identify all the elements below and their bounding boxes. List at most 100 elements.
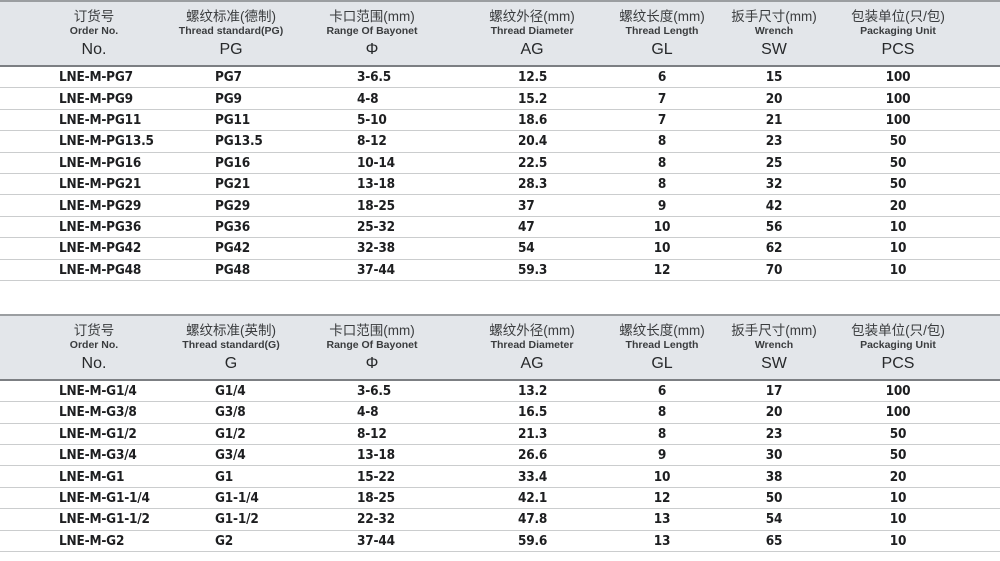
cell-thread-length: 6 — [597, 379, 727, 403]
cell-wrench-size: 25 — [727, 152, 847, 174]
cell-thread-length: 10 — [597, 216, 727, 239]
cell-order-no: LNE-M-G3/4 — [0, 444, 164, 467]
table-row: LNE-M-PG42 PG42 32-38 54 10 62 10 — [0, 237, 1000, 260]
cell-packaging-unit: 10 — [847, 508, 1000, 531]
header-code-label: GL — [651, 354, 673, 372]
col-header-wrench-size: 扳手尺寸(mm) Wrench SW — [727, 313, 847, 381]
cell-order-no: LNE-M-PG16 — [0, 152, 164, 174]
cell-bayonet-range: 13-18 — [298, 173, 455, 196]
cell-wrench-size: 42 — [727, 194, 847, 217]
header-en-label: Thread Length — [625, 25, 699, 37]
cell-order-no: LNE-M-G1/4 — [0, 379, 164, 403]
header-cn-label: 卡口范围(mm) — [329, 322, 415, 338]
cell-order-no: LNE-M-G1 — [0, 465, 164, 488]
cell-packaging-unit: 50 — [847, 130, 1000, 153]
table-row: LNE-M-G1/2 G1/2 8-12 21.3 8 23 50 — [0, 423, 1000, 446]
header-code-label: Φ — [365, 354, 379, 372]
table-row: LNE-M-PG11 PG11 5-10 18.6 7 21 100 — [0, 109, 1000, 132]
cell-thread-length: 9 — [597, 444, 727, 467]
cell-packaging-unit: 10 — [847, 237, 1000, 260]
header-en-label: Range Of Bayonet — [326, 25, 418, 37]
cell-packaging-unit: 10 — [847, 487, 1000, 510]
header-cn-label: 卡口范围(mm) — [329, 9, 415, 24]
cell-thread-standard: PG7 — [164, 66, 298, 89]
header-cn-label: 扳手尺寸(mm) — [731, 322, 817, 338]
cell-thread-diameter: 26.6 — [455, 444, 597, 467]
cell-packaging-unit: 20 — [847, 465, 1000, 488]
pg-table-body: LNE-M-PG7 PG7 3-6.5 12.5 6 15 100 LNE-M-PG9 PG9 4… — [0, 66, 1000, 281]
header-en-label: Thread Diameter — [490, 338, 574, 351]
cell-thread-diameter: 21.3 — [455, 423, 597, 446]
cell-thread-standard: G1-1/2 — [164, 508, 298, 531]
cell-thread-standard: PG16 — [164, 152, 298, 174]
cell-bayonet-range: 8-12 — [298, 130, 455, 153]
header-code-label: AG — [520, 41, 544, 58]
cell-wrench-size: 23 — [727, 130, 847, 153]
cell-thread-diameter: 59.6 — [455, 530, 597, 553]
header-cn-label: 螺纹长度(mm) — [619, 322, 705, 338]
cell-wrench-size: 50 — [727, 487, 847, 510]
header-cn-label: 包装单位(只/包) — [851, 322, 945, 338]
cell-thread-length: 8 — [597, 152, 727, 174]
cell-thread-standard: G3/8 — [164, 401, 298, 424]
cell-order-no: LNE-M-PG9 — [0, 87, 164, 110]
cell-thread-diameter: 15.2 — [455, 87, 597, 110]
col-header-wrench-size: 扳手尺寸(mm) Wrench SW — [727, 0, 847, 67]
header-code-label: No. — [81, 354, 107, 372]
cell-bayonet-range: 13-18 — [298, 444, 455, 467]
table-row: LNE-M-G3/8 G3/8 4-8 16.5 8 20 100 — [0, 401, 1000, 424]
cell-packaging-unit: 100 — [847, 379, 1000, 403]
cell-order-no: LNE-M-G3/8 — [0, 401, 164, 424]
cell-order-no: LNE-M-PG42 — [0, 237, 164, 260]
header-en-label: Range Of Bayonet — [326, 338, 418, 351]
header-code-label: No. — [81, 41, 107, 58]
cell-thread-length: 12 — [597, 259, 727, 281]
table-row: LNE-M-G1/4 G1/4 3-6.5 13.2 6 17 100 — [0, 379, 1000, 403]
cell-packaging-unit: 20 — [847, 194, 1000, 217]
cell-wrench-size: 70 — [727, 259, 847, 281]
table-row: LNE-M-PG9 PG9 4-8 15.2 7 20 100 — [0, 87, 1000, 110]
cell-bayonet-range: 37-44 — [298, 530, 455, 553]
table-row: LNE-M-G1 G1 15-22 33.4 10 38 20 — [0, 465, 1000, 488]
cell-bayonet-range: 5-10 — [298, 109, 455, 132]
cell-bayonet-range: 32-38 — [298, 237, 455, 260]
cell-order-no: LNE-M-G1/2 — [0, 423, 164, 446]
cell-bayonet-range: 3-6.5 — [298, 66, 455, 89]
header-code-label: PCS — [881, 354, 915, 372]
header-cn-label: 扳手尺寸(mm) — [731, 9, 817, 24]
cell-thread-diameter: 54 — [455, 237, 597, 260]
cell-thread-diameter: 47 — [455, 216, 597, 239]
header-en-label: Thread Length — [625, 338, 699, 351]
cell-bayonet-range: 22-32 — [298, 508, 455, 531]
cell-thread-length: 6 — [597, 66, 727, 89]
col-header-thread-length: 螺纹长度(mm) Thread Length GL — [597, 313, 727, 381]
cell-wrench-size: 17 — [727, 379, 847, 403]
table-row: LNE-M-PG16 PG16 10-14 22.5 8 25 50 — [0, 152, 1000, 174]
cell-packaging-unit: 100 — [847, 87, 1000, 110]
header-cn-label: 螺纹外径(mm) — [489, 322, 575, 338]
cell-bayonet-range: 4-8 — [298, 401, 455, 424]
cell-packaging-unit: 50 — [847, 152, 1000, 174]
header-code-label: GL — [651, 41, 673, 58]
header-code-label: AG — [520, 354, 544, 372]
header-en-label: Order No. — [69, 25, 119, 37]
cell-order-no: LNE-M-PG7 — [0, 66, 164, 89]
cell-wrench-size: 23 — [727, 423, 847, 446]
cell-wrench-size: 54 — [727, 508, 847, 531]
cell-thread-standard: G1/4 — [164, 379, 298, 403]
cell-thread-length: 9 — [597, 194, 727, 217]
header-cn-label: 包装单位(只/包) — [851, 9, 945, 24]
cell-wrench-size: 56 — [727, 216, 847, 239]
header-code-label: PG — [219, 41, 243, 58]
cell-thread-standard: G3/4 — [164, 444, 298, 467]
cell-order-no: LNE-M-PG11 — [0, 109, 164, 132]
cell-wrench-size: 38 — [727, 465, 847, 488]
cell-thread-length: 8 — [597, 130, 727, 153]
table-row: LNE-M-PG48 PG48 37-44 59.3 12 70 10 — [0, 259, 1000, 281]
cell-order-no: LNE-M-PG36 — [0, 216, 164, 239]
header-code-label: SW — [761, 41, 787, 58]
cell-packaging-unit: 50 — [847, 423, 1000, 446]
cell-order-no: LNE-M-G1-1/4 — [0, 487, 164, 510]
cell-wrench-size: 20 — [727, 87, 847, 110]
header-cn-label: 螺纹外径(mm) — [489, 9, 575, 24]
